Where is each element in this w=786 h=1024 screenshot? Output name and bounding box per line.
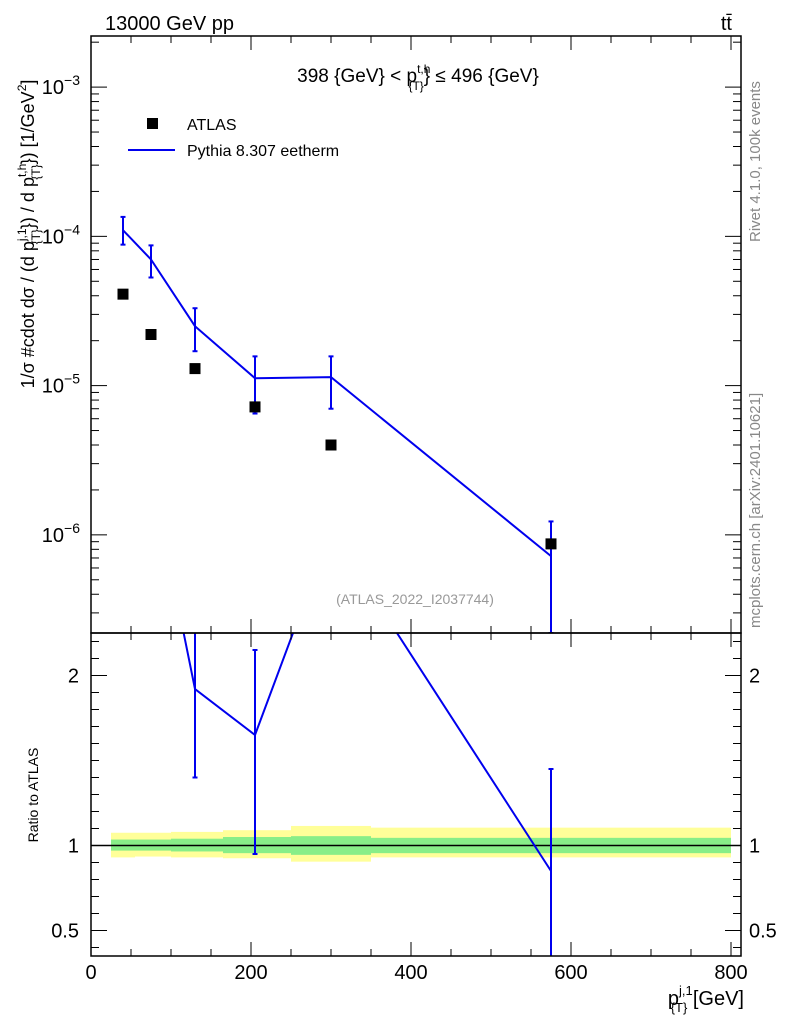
atlas-point	[249, 401, 261, 413]
rivet-label: Rivet 4.1.0, 100k events	[747, 81, 764, 242]
y-axis-label-part: {T}	[29, 164, 43, 179]
ratio-series	[182, 633, 554, 956]
mc-line	[122, 229, 552, 557]
atlas-point	[545, 538, 557, 550]
ratio-panel: Ratio to ATLAS pj,1 {T} [GeV]	[25, 748, 744, 1015]
ratio-y-tick-label-right: 1	[749, 836, 760, 858]
xlabel-post: [GeV]	[687, 988, 744, 1010]
x-tick-label: 200	[234, 962, 267, 984]
ratio-bands	[111, 825, 731, 862]
y-axis-label-part: t,h	[15, 164, 29, 177]
atlas-point	[325, 439, 337, 451]
atlas-point	[117, 288, 129, 300]
xlabel-pre: p	[668, 988, 679, 1010]
atlas-point	[145, 329, 157, 340]
y-tick-label: 10−3	[42, 72, 80, 99]
y-tick-label: 10−4	[42, 221, 80, 248]
ratio-y-tick-label-left: 2	[68, 666, 79, 688]
title-sub: {T}	[408, 79, 423, 93]
xlabel-sub: {T}	[671, 1000, 688, 1015]
main-series	[117, 215, 557, 633]
ratio-y-tick-label-left: 0.5	[51, 921, 79, 943]
atlas-point	[189, 363, 201, 375]
y-axis-label-part: j,1	[15, 228, 29, 242]
y-axis-label-part: }) / d p	[18, 177, 38, 229]
ratio-frame	[90, 632, 742, 957]
ratio-y-tick-label-left: 1	[68, 836, 79, 858]
y-axis-label: 1/σ #cdot dσ / (d pj,1{T}}) / d pt,h{T}}…	[15, 80, 43, 389]
ratio-y-tick-label-right: 2	[749, 666, 760, 688]
y-tick-label: 10−5	[42, 371, 80, 398]
y-axis-label-part: 1/σ #cdot dσ / (d p	[18, 241, 38, 388]
ratio-mc-line	[182, 633, 552, 872]
site-label: mcplots.cern.ch [arXiv:2401.10621]	[747, 393, 764, 628]
y-axis-label-part: }) [1/GeV	[18, 91, 38, 164]
xlabel-sup: j,1	[678, 983, 693, 998]
main-panel: 398 {GeV} < pt,h {T}} ≤ 496 {GeV} (ATLAS_…	[15, 62, 539, 607]
x-tick-label: 600	[554, 962, 587, 984]
y-axis-label-part: ]	[18, 80, 38, 85]
plot-title: 398 {GeV} < pt,h {T}} ≤ 496 {GeV}	[297, 62, 539, 93]
y-tick-label: 10−6	[42, 520, 80, 547]
energy-label: 13000 GeV pp	[105, 13, 234, 35]
x-tick-label: 0	[85, 962, 96, 984]
legend-label-atlas: ATLAS	[187, 117, 237, 134]
legend: ATLAS Pythia 8.307 eetherm	[128, 117, 339, 160]
ratio-y-axis-label: Ratio to ATLAS	[25, 748, 41, 843]
title-pre: 398 {GeV} < p	[297, 66, 417, 87]
ratio-y-tick-label-right: 0.5	[749, 921, 777, 943]
reference-label: (ATLAS_2022_I2037744)	[336, 591, 494, 607]
legend-label-pythia: Pythia 8.307 eetherm	[187, 143, 339, 160]
title-post: } ≤ 496 {GeV}	[424, 66, 539, 87]
x-axis-label: pj,1 {T} [GeV]	[668, 983, 744, 1015]
y-axis-label-part: {T}	[29, 229, 43, 244]
title-sup: t,h	[417, 62, 430, 76]
legend-marker-atlas	[147, 118, 158, 129]
y-axis-label-part: 2	[15, 84, 29, 91]
x-tick-label: 400	[394, 962, 427, 984]
process-label: tt̄	[721, 13, 733, 35]
x-tick-label: 800	[714, 962, 747, 984]
